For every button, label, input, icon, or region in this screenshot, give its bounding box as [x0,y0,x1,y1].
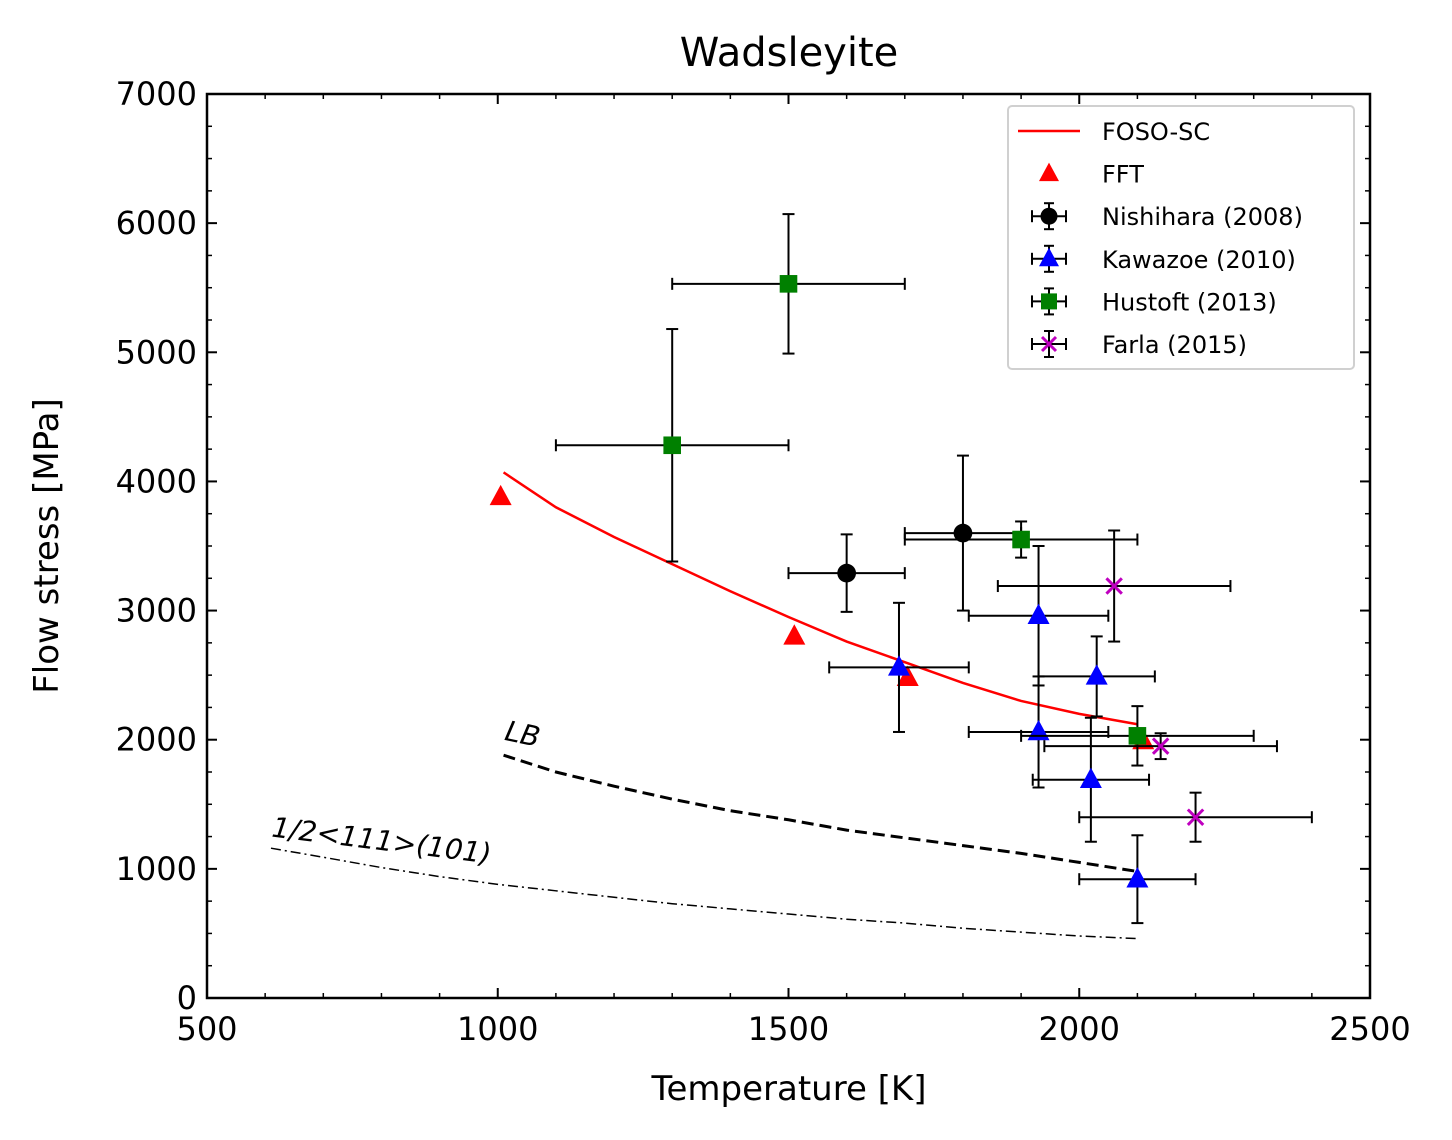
legend-error-bar [1031,330,1067,358]
data-point [953,523,973,543]
y-tick-label: 4000 [116,462,197,500]
y-tick-label: 0 [177,979,197,1017]
data-point [783,624,806,645]
legend-entry: Farla (2015) [1031,330,1247,359]
legend-entry: FOSO-SC [1018,118,1210,146]
x-tick-label: 2000 [1039,1010,1120,1048]
y-tick-label: 1000 [116,850,197,888]
series-farla-2015 [996,529,1313,843]
legend-error-bar [1031,287,1067,316]
series-line-1-2-111-101- [270,847,1138,940]
legend-marker [1040,335,1058,353]
data-point [1085,664,1108,685]
data-point [1128,727,1147,745]
data-point [1027,603,1050,624]
y-tick-label: 5000 [116,333,197,371]
data-point [1105,577,1123,595]
legend-entry: Kawazoe (2010) [1031,244,1296,274]
x-tick-label: 1000 [457,1010,538,1048]
series-line-foso-sc [502,471,1138,726]
data-point [887,655,910,676]
y-tick-label: 6000 [116,204,197,242]
series-hustoft-2013 [554,213,1255,767]
legend-box [1007,105,1355,370]
legend-label: Hustoft (2013) [1102,288,1277,316]
data-point [1126,867,1149,888]
series-line-lb [503,753,1138,873]
chart-title: Wadsleyite [680,30,899,76]
x-marker-stroke [1151,737,1170,755]
legend-label: Kawazoe (2010) [1102,246,1296,274]
x-axis-label: Temperature [K] [650,1069,926,1109]
x-tick-label: 500 [176,1010,237,1048]
data-point [1186,808,1205,826]
legend: FOSO-SC FFT Nishihara (2008) Kawazoe (2010)… [1007,105,1355,370]
y-axis-label: Flow stress [MPa] [27,398,67,694]
y-tick-label: 2000 [116,721,197,759]
y-tick-label: 3000 [116,592,197,630]
data-point [1027,719,1050,741]
series-kawazoe-2010 [828,545,1197,925]
data-point [1079,767,1102,788]
lb-annotation: LB [502,714,543,754]
legend-marker [1040,207,1058,225]
series-nishihara-2008 [787,454,1023,613]
slip-system-annotation: 1/2<111>(101) [270,811,493,871]
data-point [663,436,681,455]
x-marker-stroke [1186,808,1205,826]
legend-label: FFT [1102,161,1144,189]
legend-marker [1039,247,1059,267]
legend-entry: FFT [1039,161,1144,189]
legend-entry: Hustoft (2013) [1031,287,1277,316]
legend-label: Farla (2015) [1102,331,1247,359]
x-marker-stroke [1040,335,1058,353]
axis-ticks: 500 1000 1500 2000 2500 0 1000 2000 3000 4000 5000… [116,75,1411,1048]
x-tick-label: 1500 [748,1010,829,1048]
legend-entry: Nishihara (2008) [1031,202,1303,231]
x-marker-stroke [1105,577,1123,595]
legend-marker [1039,162,1059,182]
x-tick-label: 2500 [1329,1010,1410,1048]
data-point [489,484,512,506]
data-point [837,563,857,583]
data-point [896,665,919,686]
legend-label: Nishihara (2008) [1102,203,1303,231]
data-point [1012,530,1030,549]
legend-label: FOSO-SC [1102,118,1210,146]
legend-marker [1041,293,1057,310]
y-tick-label: 7000 [116,75,197,113]
data-point [1151,737,1170,755]
data-point [779,275,798,293]
